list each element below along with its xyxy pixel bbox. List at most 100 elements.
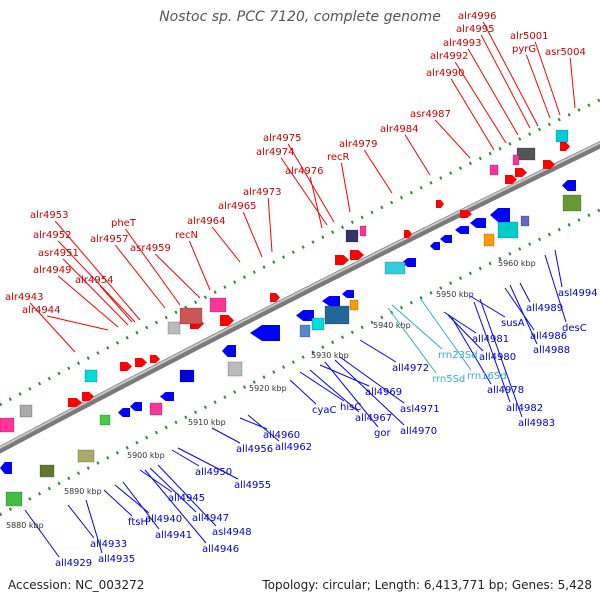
reverse-leader-line bbox=[544, 254, 567, 323]
forward-leader-line bbox=[434, 119, 471, 159]
reverse-leader-line bbox=[443, 311, 477, 334]
reverse-leader-line bbox=[319, 364, 370, 387]
rrna-leader-line bbox=[387, 307, 437, 374]
reverse-leader-line bbox=[67, 504, 95, 539]
map-title: Nostoc sp. PCC 7120, complete genome bbox=[159, 9, 441, 25]
reverse-gene-arrow bbox=[118, 408, 130, 417]
forward-gene-label: recR bbox=[327, 152, 350, 163]
forward-gene-arrow bbox=[560, 142, 570, 151]
reverse-gene-label: all4960 bbox=[263, 430, 300, 441]
reverse-gene-arrow bbox=[455, 226, 469, 234]
rna-label-group: rrn23Sd rrn5Sd rrn16Sd bbox=[432, 350, 507, 385]
rrna-gene-label: rrn5Sd bbox=[432, 374, 465, 385]
rrna-leader-line bbox=[419, 297, 472, 371]
forward-leader-line bbox=[114, 244, 166, 309]
forward-gene-label: alr4949 bbox=[33, 265, 71, 276]
reverse-gene-label: hisC bbox=[340, 402, 361, 413]
reverse-leader-line bbox=[139, 469, 173, 493]
forward-gene-arrow bbox=[120, 362, 132, 371]
feature-block bbox=[555, 129, 569, 143]
forward-gene-label: alr4944 bbox=[22, 305, 60, 316]
reverse-leader-line bbox=[447, 314, 484, 352]
feature-block bbox=[562, 194, 582, 212]
reverse-leader-line bbox=[122, 481, 160, 530]
forward-gene-label: pheT bbox=[111, 218, 137, 229]
reverse-gene-arrow bbox=[222, 345, 236, 357]
forward-gene-arrow bbox=[543, 160, 555, 169]
reverse-gene-label: all4969 bbox=[365, 387, 402, 398]
reverse-leader-line bbox=[177, 447, 239, 480]
feature-block bbox=[349, 299, 359, 311]
reverse-leader-line bbox=[299, 371, 345, 402]
forward-gene-label: alr4973 bbox=[243, 187, 281, 198]
reverse-leader-line bbox=[519, 282, 531, 303]
forward-gene-arrow bbox=[515, 168, 527, 177]
reverse-gene-label: all4967 bbox=[355, 413, 392, 424]
feature-block bbox=[179, 307, 203, 325]
reverse-leader-line bbox=[469, 295, 506, 318]
forward-gene-arrow bbox=[270, 293, 280, 302]
scale-tick-label: 5880 kbp bbox=[6, 521, 44, 530]
genome-backbone bbox=[0, 140, 600, 454]
forward-gene-arrow bbox=[135, 358, 147, 367]
scale-tick-label: 5890 kbp bbox=[64, 487, 102, 496]
forward-leader-line bbox=[267, 197, 273, 253]
forward-leader-line bbox=[450, 78, 495, 151]
reverse-leader-line bbox=[473, 301, 511, 403]
rrna-gene-label: rrn23Sd bbox=[438, 350, 478, 361]
feature-block bbox=[99, 414, 111, 426]
reverse-gene-arrow bbox=[430, 242, 440, 250]
feature-block bbox=[489, 164, 499, 176]
forward-gene-label: asr4987 bbox=[410, 109, 451, 120]
reverse-gene-label: susA bbox=[501, 318, 525, 329]
forward-gene-label: alr4954 bbox=[75, 275, 113, 286]
reverse-gene-arrow bbox=[296, 310, 314, 321]
reverse-leader-line bbox=[359, 339, 397, 363]
leader-line-group bbox=[24, 21, 576, 558]
forward-gene-arrow bbox=[82, 392, 94, 401]
genome-summary-text: Topology: circular; Length: 6,413,771 bp… bbox=[262, 578, 592, 592]
scale-tick-label: 5960 kbp bbox=[498, 259, 536, 268]
reverse-leader-line bbox=[157, 464, 217, 527]
forward-gene-label: alr4965 bbox=[218, 201, 256, 212]
forward-leader-line bbox=[467, 48, 519, 136]
forward-gene-arrow bbox=[335, 255, 349, 265]
feature-block bbox=[384, 261, 406, 275]
reverse-leader-line bbox=[247, 414, 280, 442]
scale-tick-label: 5940 kbp bbox=[373, 321, 411, 330]
forward-gene-label: recN bbox=[175, 230, 198, 241]
forward-gene-label: alr4952 bbox=[33, 230, 71, 241]
reverse-gene-label: all4947 bbox=[192, 513, 229, 524]
reverse-leader-line bbox=[24, 509, 60, 558]
reverse-gene-label: asl4994 bbox=[558, 288, 598, 299]
forward-leader-line bbox=[280, 157, 328, 226]
reverse-gene-label: all4945 bbox=[168, 493, 205, 504]
feature-block bbox=[5, 491, 23, 507]
feature-block bbox=[512, 154, 520, 166]
outer-tick-ring bbox=[0, 98, 600, 407]
feature-block bbox=[324, 305, 350, 325]
reverse-gene-label: all4935 bbox=[98, 554, 135, 565]
genome-backbone-highlight bbox=[0, 141, 600, 449]
reverse-leader-line bbox=[144, 469, 207, 544]
reverse-leader-line bbox=[309, 369, 360, 413]
forward-leader-line bbox=[480, 34, 531, 129]
feature-block bbox=[149, 402, 163, 416]
reverse-gene-arrow bbox=[130, 402, 142, 411]
feature-block bbox=[359, 225, 367, 237]
reverse-leader-line bbox=[334, 359, 405, 426]
forward-leader-line bbox=[525, 54, 551, 119]
forward-leader-line bbox=[363, 149, 393, 194]
feature-block bbox=[520, 215, 530, 227]
feature-block bbox=[299, 324, 311, 338]
reverse-leader-line bbox=[451, 317, 492, 385]
feature-block bbox=[311, 317, 325, 331]
reverse-gene-arrow bbox=[342, 290, 354, 298]
forward-gene-label: alr4957 bbox=[90, 234, 128, 245]
feature-block bbox=[345, 229, 359, 243]
reverse-gene-label: desC bbox=[562, 323, 587, 334]
scale-tick-group: 5880 kbp 5890 kbp 5900 kbp 5910 kbp 5920 kbp… bbox=[6, 259, 536, 530]
forward-leader-line bbox=[340, 162, 351, 213]
reverse-gene-arrow bbox=[322, 296, 340, 306]
